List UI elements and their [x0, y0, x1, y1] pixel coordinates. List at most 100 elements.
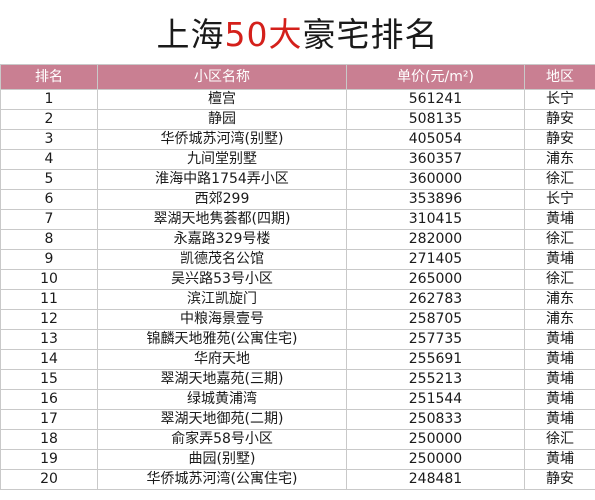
cell-rank: 9: [0, 249, 98, 270]
cell-name: 华侨城苏河湾(别墅): [97, 129, 347, 150]
table-row: 9 凯德茂名公馆 271405 黄埔: [0, 249, 595, 270]
cell-name: 华府天地: [97, 349, 347, 370]
cell-price: 248481: [346, 469, 525, 490]
cell-price: 271405: [346, 249, 525, 270]
cell-rank: 1: [0, 89, 98, 110]
table-row: 14 华府天地 255691 黄埔: [0, 349, 595, 370]
cell-name: 翠湖天地嘉苑(三期): [97, 369, 347, 390]
cell-rank: 15: [0, 369, 98, 390]
cell-rank: 19: [0, 449, 98, 470]
cell-name: 檀宫: [97, 89, 347, 110]
cell-price: 282000: [346, 229, 525, 250]
cell-rank: 20: [0, 469, 98, 490]
cell-name: 翠湖天地御苑(二期): [97, 409, 347, 430]
cell-rank: 11: [0, 289, 98, 310]
table-row: 19 曲园(别墅) 250000 黄埔: [0, 449, 595, 470]
cell-district: 浦东: [524, 149, 595, 170]
cell-district: 浦东: [524, 289, 595, 310]
cell-rank: 13: [0, 329, 98, 350]
ranking-table: 排名 小区名称 单价(元/m²) 地区 1 檀宫 561241 长宁 2 静园 508135…: [0, 64, 595, 490]
cell-district: 静安: [524, 129, 595, 150]
cell-district: 徐汇: [524, 169, 595, 190]
table-row: 5 淮海中路1754弄小区 360000 徐汇: [0, 169, 595, 190]
cell-price: 353896: [346, 189, 525, 210]
cell-name: 俞家弄58号小区: [97, 429, 347, 450]
table-row: 2 静园 508135 静安: [0, 109, 595, 130]
column-header-price: 单价(元/m²): [346, 64, 525, 90]
cell-district: 黄埔: [524, 349, 595, 370]
cell-rank: 5: [0, 169, 98, 190]
cell-price: 255691: [346, 349, 525, 370]
cell-rank: 6: [0, 189, 98, 210]
table-row: 7 翠湖天地隽荟都(四期) 310415 黄埔: [0, 209, 595, 230]
cell-name: 绿城黄浦湾: [97, 389, 347, 410]
cell-name: 凯德茂名公馆: [97, 249, 347, 270]
cell-district: 黄埔: [524, 389, 595, 410]
cell-rank: 17: [0, 409, 98, 430]
cell-district: 黄埔: [524, 449, 595, 470]
cell-district: 浦东: [524, 309, 595, 330]
cell-name: 淮海中路1754弄小区: [97, 169, 347, 190]
cell-district: 黄埔: [524, 249, 595, 270]
cell-price: 251544: [346, 389, 525, 410]
cell-district: 徐汇: [524, 429, 595, 450]
cell-price: 405054: [346, 129, 525, 150]
table-row: 13 锦麟天地雅苑(公寓住宅) 257735 黄埔: [0, 329, 595, 350]
cell-rank: 12: [0, 309, 98, 330]
cell-name: 华侨城苏河湾(公寓住宅): [97, 469, 347, 490]
table-row: 16 绿城黄浦湾 251544 黄埔: [0, 389, 595, 410]
table-row: 8 永嘉路329号楼 282000 徐汇: [0, 229, 595, 250]
table-row: 18 俞家弄58号小区 250000 徐汇: [0, 429, 595, 450]
cell-rank: 16: [0, 389, 98, 410]
cell-name: 滨江凯旋门: [97, 289, 347, 310]
cell-rank: 2: [0, 109, 98, 130]
cell-price: 262783: [346, 289, 525, 310]
table-row: 10 吴兴路53号小区 265000 徐汇: [0, 269, 595, 290]
cell-price: 257735: [346, 329, 525, 350]
cell-district: 长宁: [524, 89, 595, 110]
cell-rank: 14: [0, 349, 98, 370]
cell-price: 508135: [346, 109, 525, 130]
cell-name: 翠湖天地隽荟都(四期): [97, 209, 347, 230]
table-row: 4 九间堂别墅 360357 浦东: [0, 149, 595, 170]
cell-name: 中粮海景壹号: [97, 309, 347, 330]
cell-name: 永嘉路329号楼: [97, 229, 347, 250]
cell-district: 徐汇: [524, 269, 595, 290]
cell-price: 310415: [346, 209, 525, 230]
cell-price: 561241: [346, 89, 525, 110]
title-suffix: 豪宅排名: [302, 15, 439, 54]
column-header-rank: 排名: [0, 64, 98, 90]
cell-district: 黄埔: [524, 409, 595, 430]
column-header-name: 小区名称: [97, 64, 347, 90]
table-row: 3 华侨城苏河湾(别墅) 405054 静安: [0, 129, 595, 150]
cell-price: 250000: [346, 449, 525, 470]
cell-price: 250833: [346, 409, 525, 430]
title-accent: 50大: [224, 15, 303, 54]
table-row: 20 华侨城苏河湾(公寓住宅) 248481 静安: [0, 469, 595, 490]
column-header-district: 地区: [524, 64, 595, 90]
cell-rank: 18: [0, 429, 98, 450]
cell-price: 265000: [346, 269, 525, 290]
cell-name: 锦麟天地雅苑(公寓住宅): [97, 329, 347, 350]
cell-district: 长宁: [524, 189, 595, 210]
cell-price: 250000: [346, 429, 525, 450]
table-row: 1 檀宫 561241 长宁: [0, 89, 595, 110]
cell-district: 徐汇: [524, 229, 595, 250]
cell-district: 黄埔: [524, 209, 595, 230]
table-body: 1 檀宫 561241 长宁 2 静园 508135 静安 3 华侨城苏河湾(别墅) 405054 静…: [0, 89, 595, 490]
table-row: 6 西郊299 353896 长宁: [0, 189, 595, 210]
cell-rank: 3: [0, 129, 98, 150]
cell-district: 静安: [524, 109, 595, 130]
cell-rank: 8: [0, 229, 98, 250]
cell-rank: 7: [0, 209, 98, 230]
cell-name: 西郊299: [97, 189, 347, 210]
table-row: 17 翠湖天地御苑(二期) 250833 黄埔: [0, 409, 595, 430]
cell-price: 255213: [346, 369, 525, 390]
table-header-row: 排名 小区名称 单价(元/m²) 地区: [0, 64, 595, 90]
cell-district: 黄埔: [524, 329, 595, 350]
cell-district: 黄埔: [524, 369, 595, 390]
table-row: 15 翠湖天地嘉苑(三期) 255213 黄埔: [0, 369, 595, 390]
cell-rank: 10: [0, 269, 98, 290]
table-row: 12 中粮海景壹号 258705 浦东: [0, 309, 595, 330]
cell-price: 360357: [346, 149, 525, 170]
